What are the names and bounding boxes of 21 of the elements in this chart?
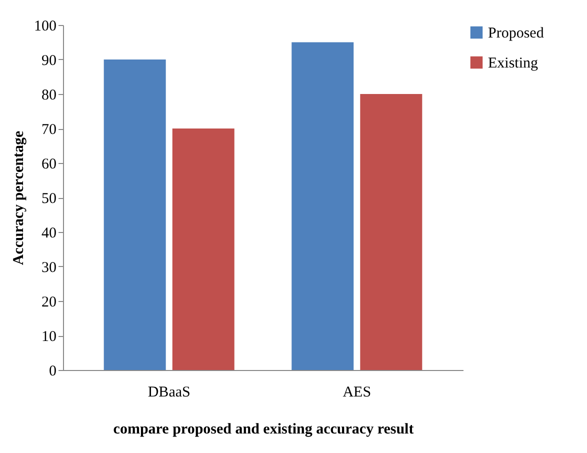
x-tick-label: AES (342, 384, 372, 400)
y-tick-label: 0 (49, 364, 56, 380)
y-tick-label: 40 (42, 226, 56, 242)
y-tick-label: 60 (42, 156, 56, 172)
y-tick-label: 100 (34, 18, 56, 34)
bar (360, 94, 422, 370)
y-tick-label: 30 (42, 260, 56, 276)
legend-label: Proposed (488, 26, 544, 42)
y-axis-title: Accuracy percentage (11, 130, 27, 266)
legend-label: Existing (488, 56, 538, 72)
bar (104, 60, 166, 370)
y-tick-label: 20 (42, 294, 56, 310)
y-tick-label: 80 (42, 88, 56, 104)
x-tick-label: DBaaS (148, 384, 190, 400)
y-tick-label: 90 (42, 53, 56, 69)
bar (172, 128, 234, 370)
bar (292, 42, 354, 370)
y-tick-label: 10 (42, 329, 56, 345)
y-tick-label: 50 (42, 191, 56, 207)
y-tick-label: 70 (42, 122, 56, 138)
x-axis-title: compare proposed and existing accuracy result (113, 422, 414, 438)
